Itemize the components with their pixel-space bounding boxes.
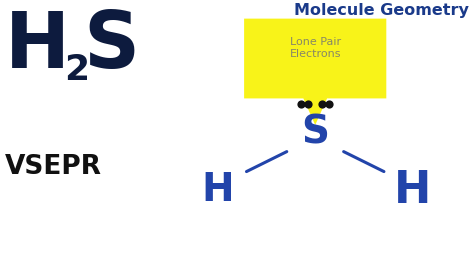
Text: 2: 2 xyxy=(64,53,89,87)
Polygon shape xyxy=(244,19,386,125)
Point xyxy=(319,102,326,106)
Point xyxy=(326,102,333,106)
Text: Lone Pair
Electrons: Lone Pair Electrons xyxy=(290,37,341,59)
Text: S: S xyxy=(83,8,139,84)
Text: S: S xyxy=(301,114,329,152)
Point xyxy=(297,102,305,106)
Text: H: H xyxy=(202,171,234,209)
Text: H: H xyxy=(394,169,431,212)
Text: VSEPR: VSEPR xyxy=(5,154,102,180)
Text: Molecule Geometry: Molecule Geometry xyxy=(294,3,469,18)
Point xyxy=(304,102,312,106)
Text: H: H xyxy=(5,8,70,84)
